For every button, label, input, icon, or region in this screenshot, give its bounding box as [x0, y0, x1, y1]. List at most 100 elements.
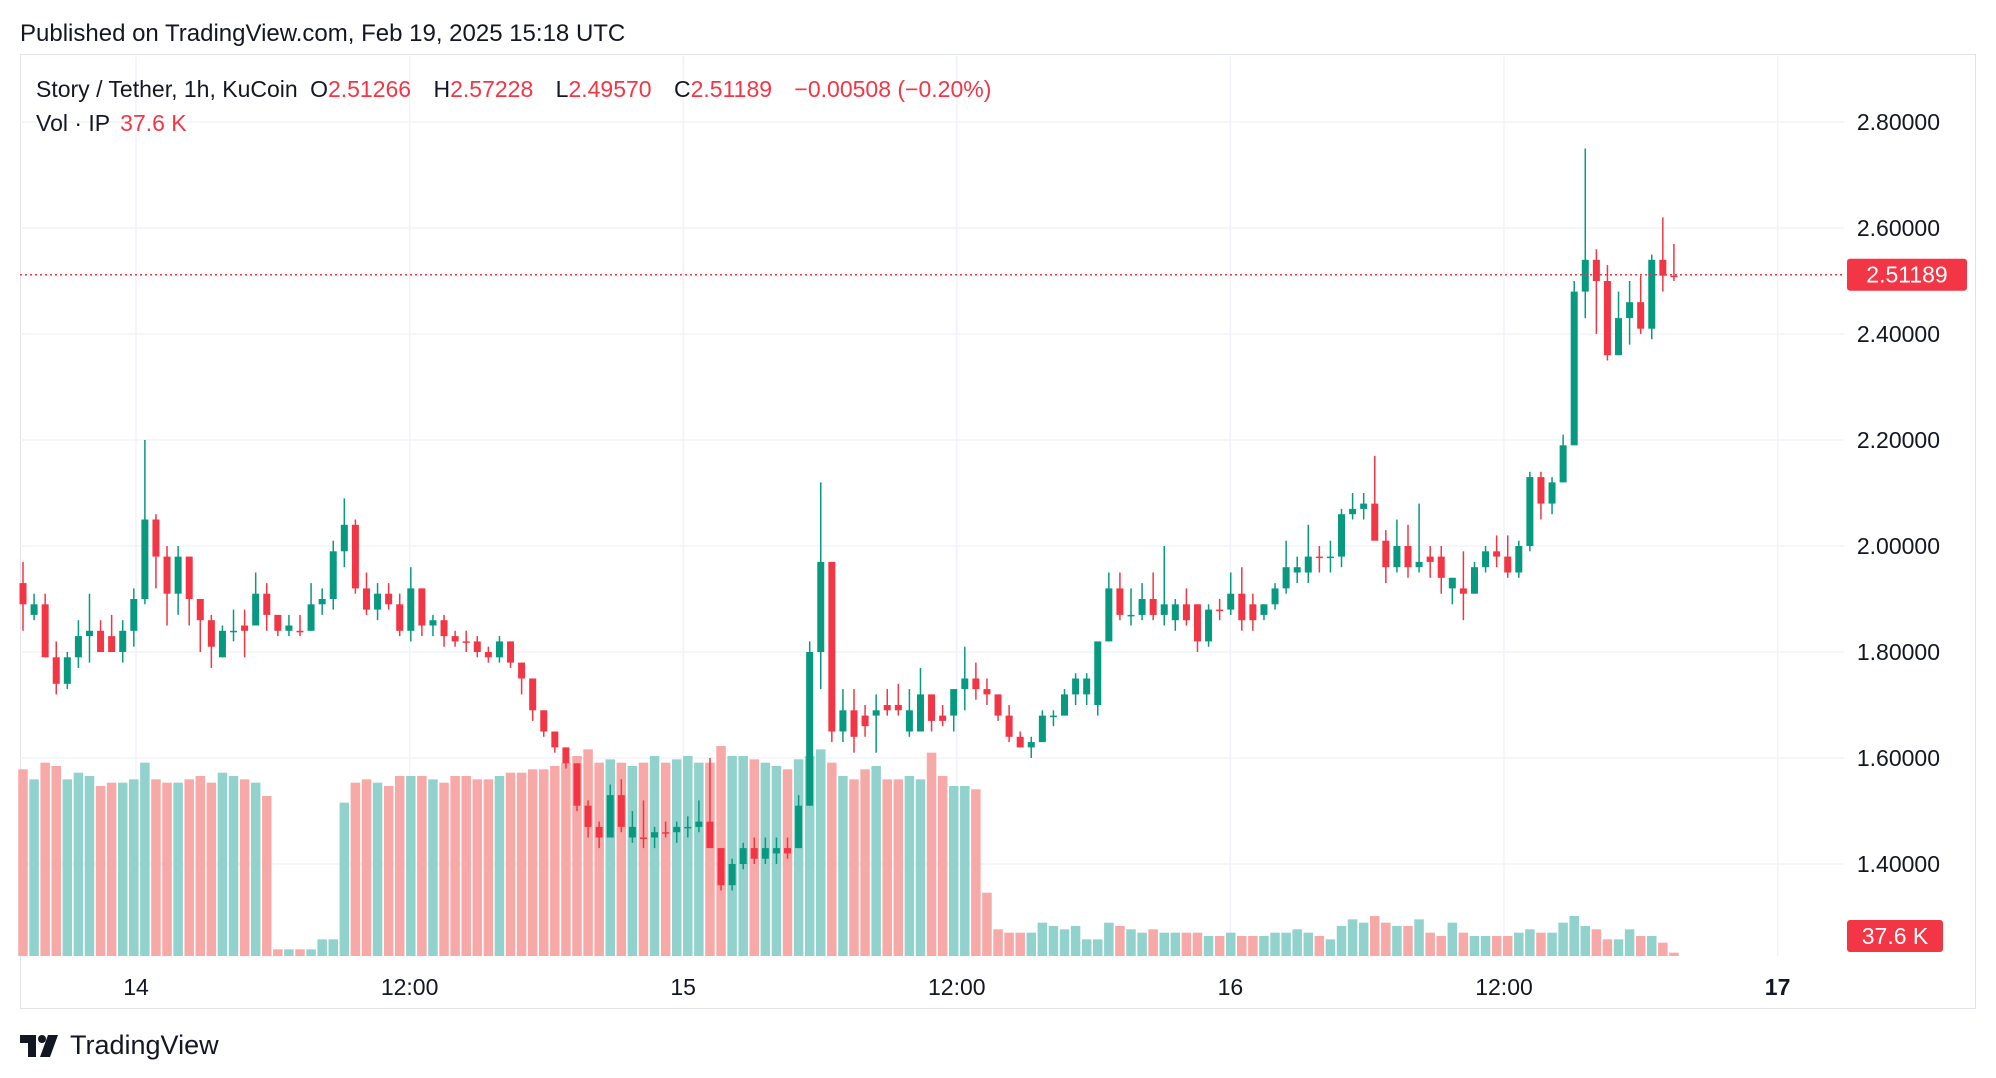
volume-bar: [561, 762, 571, 956]
volume-bar: [671, 759, 682, 956]
candle-body: [1005, 715, 1013, 737]
volume-bar: [1192, 932, 1203, 956]
x-tick-label: 12:00: [1475, 974, 1533, 1000]
volume-bar: [948, 786, 959, 956]
candle-body: [1592, 259, 1600, 281]
high-label: H: [433, 76, 451, 102]
volume-bar: [638, 762, 649, 956]
candle-body: [540, 710, 548, 732]
candle-body: [296, 630, 304, 633]
volume-bar: [328, 939, 338, 956]
candle-body: [928, 694, 936, 721]
candle-body: [1493, 551, 1501, 557]
candle-body: [440, 620, 448, 637]
candle-body: [1315, 556, 1323, 559]
y-tick-label: 1.40000: [1857, 851, 1940, 877]
volume-bars: [18, 746, 1679, 956]
volume-bar: [1259, 936, 1269, 956]
volume-bar: [461, 776, 471, 956]
volume-label[interactable]: Vol · IP: [36, 110, 111, 136]
candle-body: [340, 524, 348, 552]
volume-bar: [627, 766, 638, 956]
volume-bar: [1081, 939, 1092, 956]
candle-body: [141, 519, 149, 599]
volume-bar: [1225, 932, 1236, 956]
volume-bar: [51, 766, 61, 956]
volume-bar: [849, 779, 859, 956]
candle-body: [484, 652, 492, 658]
volume-bar: [29, 779, 39, 956]
candle-body: [1138, 599, 1146, 615]
candle-body: [362, 588, 370, 610]
volume-bar: [1325, 939, 1336, 956]
volume-bar: [1403, 926, 1413, 956]
candle-body: [252, 593, 260, 626]
volume-bar: [428, 779, 438, 956]
candle-body: [351, 524, 359, 589]
candle-body: [1149, 599, 1157, 615]
close-label: C: [673, 76, 691, 102]
volume-bar: [1536, 932, 1546, 956]
candle-body: [85, 630, 93, 637]
candle-body: [739, 848, 747, 864]
candle-body: [1127, 614, 1135, 617]
volume-bar: [295, 949, 305, 956]
candle-body: [1227, 593, 1235, 610]
candle-body: [651, 832, 659, 838]
volume-bar: [1292, 929, 1302, 956]
volume-bar: [406, 776, 416, 956]
candle-body: [706, 821, 714, 849]
candle-body: [241, 625, 249, 631]
volume-bar: [1181, 932, 1192, 956]
candle-body: [994, 694, 1002, 716]
volume-bar: [915, 779, 926, 956]
volume-bar: [1093, 939, 1103, 956]
volume-bar: [816, 749, 826, 956]
candle-body: [817, 561, 825, 652]
volume-bar: [960, 786, 970, 956]
symbol-label[interactable]: Story / Tether, 1h, KuCoin: [36, 76, 298, 102]
volume-bar: [1237, 936, 1247, 956]
volume-bar: [1514, 932, 1524, 956]
close-value: 2.51189: [690, 76, 773, 102]
volume-bar: [262, 796, 272, 956]
candle-body: [772, 848, 780, 854]
volume-bar: [1602, 939, 1613, 956]
tradingview-logo-icon[interactable]: [20, 1034, 60, 1057]
volume-bar: [1580, 926, 1591, 956]
y-tick-label: 2.00000: [1857, 533, 1940, 559]
volume-bar: [1370, 916, 1380, 956]
candle-body: [1205, 609, 1213, 642]
candle-body: [1537, 477, 1545, 504]
volume-bar: [1248, 936, 1258, 956]
candle-body: [1326, 556, 1334, 559]
candle-body: [518, 662, 526, 679]
volume-bar: [18, 769, 28, 956]
candle-body: [595, 826, 603, 838]
volume-bar: [284, 949, 294, 956]
volume-bar: [694, 762, 704, 956]
volume-bar: [993, 929, 1003, 956]
footer-brand[interactable]: TradingView: [70, 1030, 219, 1060]
candle-body: [673, 826, 681, 833]
candle-body: [1338, 514, 1346, 557]
candle-body: [1182, 604, 1190, 621]
volume-bar: [162, 782, 172, 956]
volume-bar: [539, 769, 549, 956]
candle-body: [1559, 445, 1567, 483]
candle-body: [1570, 291, 1578, 446]
candle-body: [1482, 551, 1490, 568]
candle-body: [1282, 567, 1290, 589]
volume-bar: [782, 769, 793, 956]
candle-body: [119, 630, 127, 652]
candle-body: [52, 657, 60, 684]
volume-bar: [1270, 932, 1280, 956]
footer: TradingView: [20, 1030, 219, 1061]
x-tick-label: 14: [123, 974, 149, 1000]
candle-body: [473, 641, 481, 652]
candle-body: [285, 625, 293, 631]
volume-bar: [1624, 929, 1635, 956]
volume-bar: [494, 776, 505, 956]
last-volume-label: 37.6 K: [1862, 923, 1929, 949]
